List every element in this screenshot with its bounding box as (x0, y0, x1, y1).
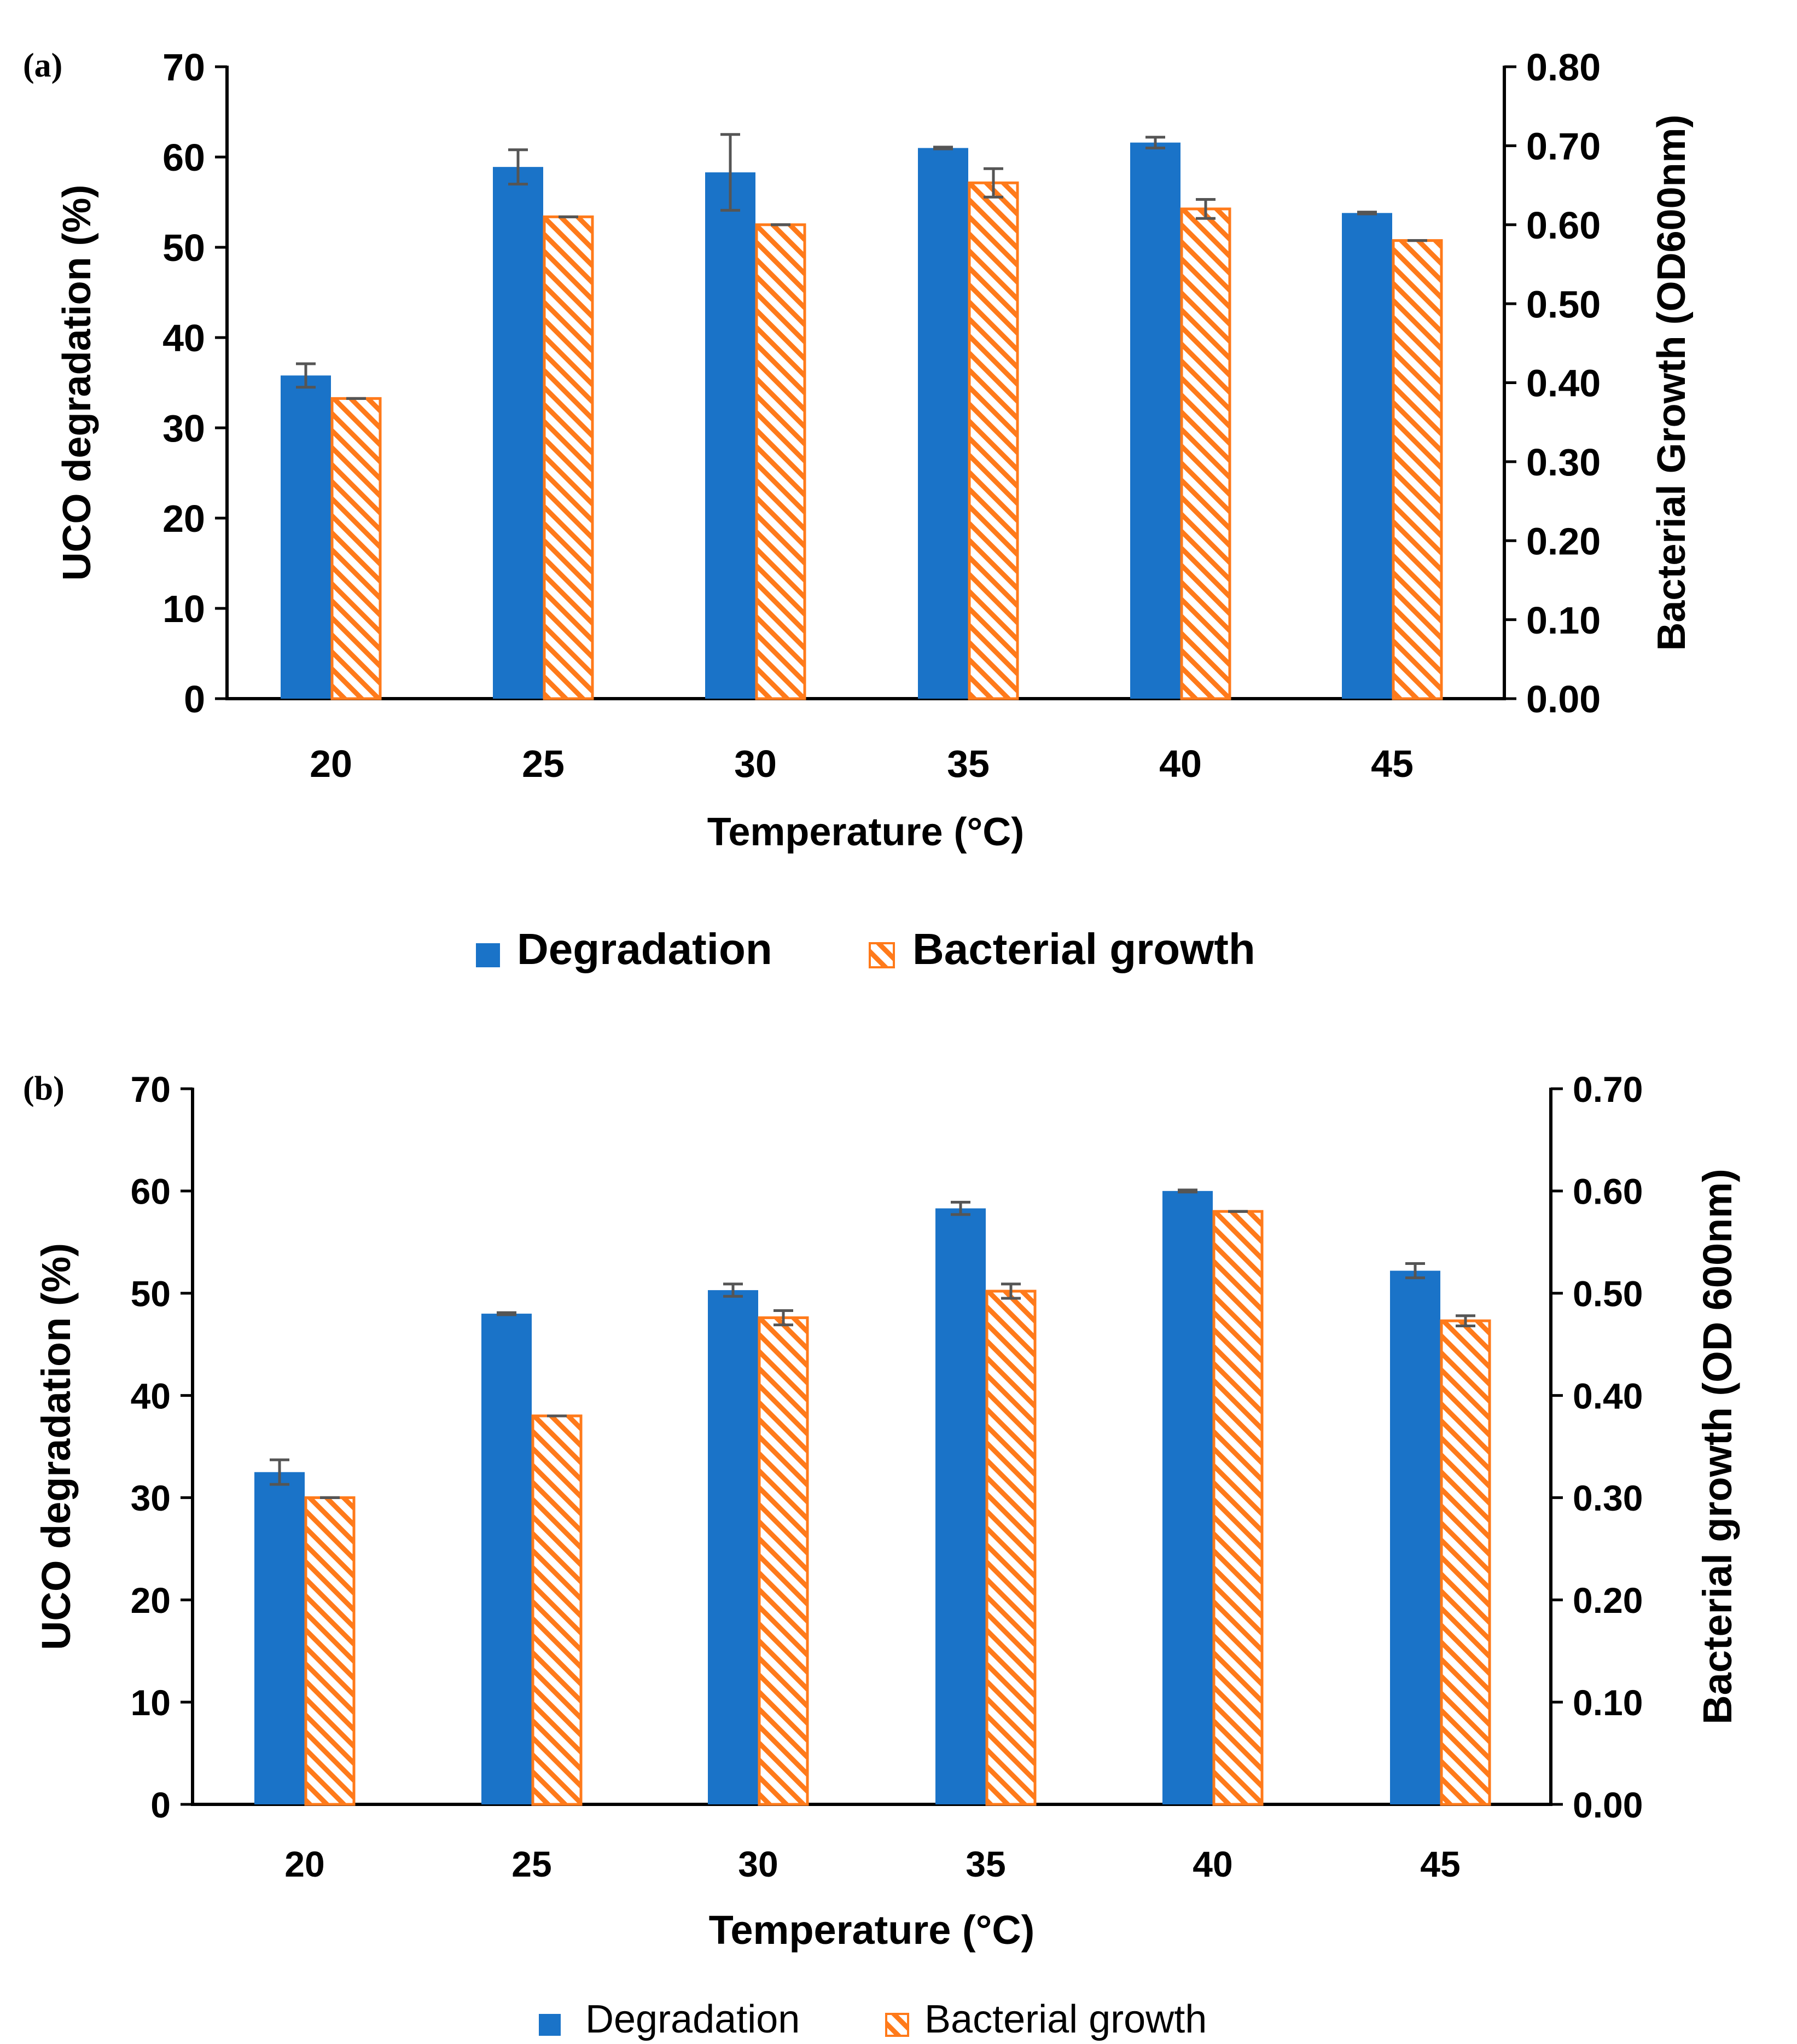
legend-label-bacterial-growth: Bacterial growth (912, 925, 1255, 973)
right-y-tick-label: 0.20 (1526, 520, 1601, 562)
degradation-bar (705, 172, 755, 699)
left-y-tick-label: 60 (131, 1171, 171, 1212)
right-y-tick-label: 0.00 (1573, 1785, 1643, 1825)
x-tick-label: 25 (522, 742, 565, 785)
right-y-tick-label: 0.80 (1526, 46, 1601, 89)
right-y-tick-label: 0.60 (1573, 1171, 1643, 1212)
growth-bar (755, 223, 806, 700)
x-tick-label: 40 (1193, 1844, 1232, 1884)
degradation-bar (493, 167, 543, 699)
x-axis-title: Temperature (°C) (707, 810, 1025, 854)
x-tick-label: 40 (1159, 742, 1202, 785)
x-tick-label: 35 (966, 1844, 1005, 1884)
left-y-tick-label: 50 (131, 1273, 171, 1314)
legend-swatch-degradation (476, 943, 500, 967)
left-y-tick-label: 70 (162, 46, 205, 89)
x-tick-label: 30 (738, 1844, 778, 1884)
degradation-bar (254, 1472, 305, 1804)
legend: Degradation Bacterial growth (476, 925, 1255, 973)
legend-label-bacterial-growth: Bacterial growth (924, 1997, 1207, 2041)
growth-bar (531, 1414, 583, 1806)
left-y-tick-label: 60 (162, 136, 205, 179)
x-tick-label: 20 (284, 1844, 324, 1884)
legend-label-degradation: Degradation (517, 925, 772, 973)
left-y-tick-label: 0 (150, 1785, 171, 1825)
growth-bar (758, 1316, 809, 1806)
legend-swatch-bacterial-growth (869, 942, 895, 968)
panel-label: (b) (23, 1070, 65, 1107)
growth-bar (1212, 1210, 1264, 1806)
right-y-tick-label: 0.20 (1573, 1580, 1643, 1621)
left-y-tick-label: 40 (131, 1375, 171, 1416)
degradation-bar (918, 148, 968, 699)
legend-label-degradation: Degradation (585, 1997, 800, 2041)
legend-swatch-bacterial-growth (885, 2013, 909, 2037)
degradation-bar (1130, 142, 1180, 699)
degradation-bar (708, 1290, 758, 1804)
degradation-bar (1162, 1191, 1213, 1804)
panel-label: (a) (23, 47, 62, 84)
right-y-tick-label: 0.50 (1573, 1273, 1643, 1314)
x-tick-label: 25 (511, 1844, 551, 1884)
right-y-tick-label: 0.40 (1526, 362, 1601, 405)
left-y-tick-label: 20 (131, 1580, 171, 1621)
left-y-axis-title: UCO degradation (%) (33, 1243, 79, 1650)
growth-bar (304, 1496, 356, 1806)
right-y-tick-label: 0.70 (1573, 1069, 1643, 1110)
right-y-tick-label: 0.30 (1573, 1478, 1643, 1518)
right-y-tick-label: 0.30 (1526, 441, 1601, 484)
legend: Degradation Bacterial growth (539, 1997, 1207, 2041)
right-y-axis-title: Bacterial growth (OD 600nm) (1695, 1169, 1740, 1724)
right-y-tick-label: 0.10 (1526, 599, 1601, 642)
degradation-bar (1390, 1270, 1440, 1804)
left-y-tick-label: 20 (162, 497, 205, 540)
degradation-bar (281, 375, 331, 699)
growth-bar (1180, 207, 1231, 700)
x-axis-title: Temperature (°C) (709, 1907, 1035, 1953)
growth-bar (543, 215, 594, 700)
growth-bar (1440, 1319, 1491, 1806)
left-y-axis-title: UCO degradation (%) (55, 184, 99, 580)
left-y-tick-label: 30 (131, 1478, 171, 1518)
growth-bar (1392, 239, 1443, 700)
x-tick-label: 45 (1420, 1844, 1460, 1884)
chart-panel-a: (a) 0 10 20 30 40 50 60 70 0.00 0.10 0.20 0.30 0.40 0.… (23, 46, 1694, 973)
legend-swatch-degradation (539, 2014, 561, 2036)
x-tick-label: 20 (310, 742, 352, 785)
left-y-tick-label: 50 (162, 227, 205, 269)
right-y-tick-label: 0.00 (1526, 678, 1601, 721)
right-y-tick-label: 0.10 (1573, 1682, 1643, 1723)
left-y-tick-label: 40 (162, 317, 205, 359)
x-tick-label: 45 (1371, 742, 1414, 785)
degradation-bar (481, 1314, 532, 1804)
left-y-tick-label: 70 (131, 1069, 171, 1110)
x-tick-label: 30 (734, 742, 777, 785)
right-y-tick-label: 0.40 (1573, 1375, 1643, 1416)
right-y-axis-title: Bacterial Growth (OD600nm) (1650, 114, 1694, 651)
x-tick-label: 35 (947, 742, 990, 785)
right-y-tick-label: 0.60 (1526, 204, 1601, 247)
right-y-tick-label: 0.70 (1526, 125, 1601, 168)
left-y-tick-label: 10 (131, 1682, 171, 1723)
growth-bar (968, 181, 1019, 700)
left-y-tick-label: 30 (162, 407, 205, 450)
left-y-tick-label: 0 (184, 678, 205, 721)
chart-panel-b: (b) 0 10 20 30 40 50 60 70 0.00 0.10 0.20 0.30 0.40 0.… (23, 1069, 1740, 2041)
growth-bar (985, 1290, 1037, 1806)
degradation-bar (935, 1208, 986, 1804)
degradation-bar (1342, 213, 1392, 699)
right-y-tick-label: 0.50 (1526, 283, 1601, 326)
growth-bar (330, 397, 382, 700)
left-y-tick-label: 10 (162, 588, 205, 630)
